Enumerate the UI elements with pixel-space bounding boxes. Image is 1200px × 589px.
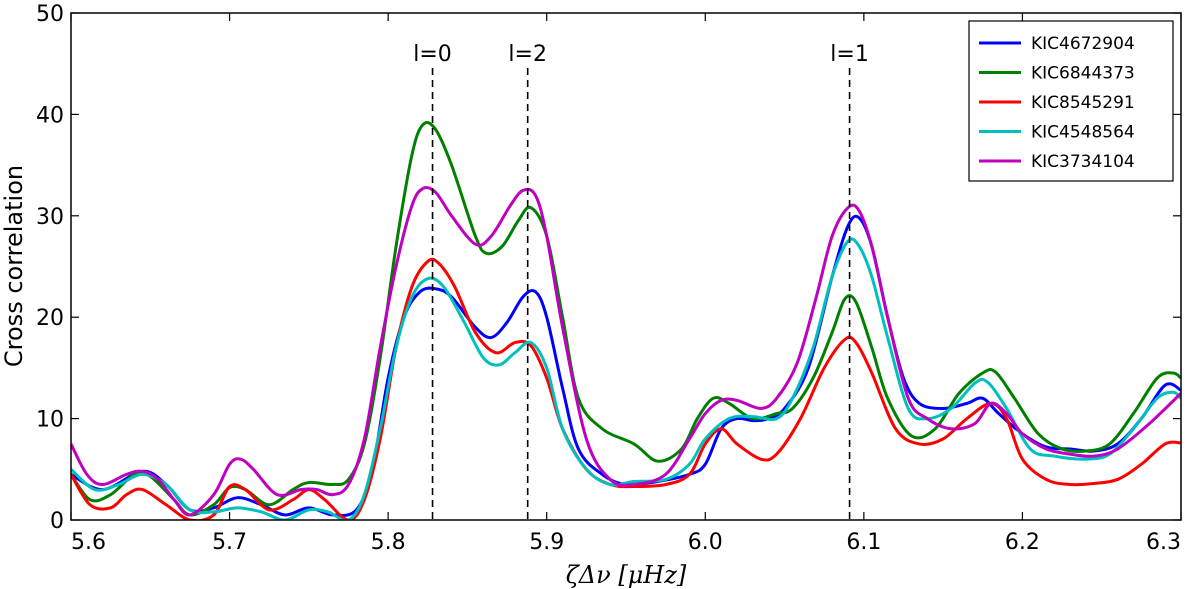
series-line-kic4672904 [71, 214, 1181, 517]
series-layer [71, 121, 1181, 520]
mode-label: l=0 [413, 42, 452, 67]
legend: KIC4672904 KIC6844373 KIC8545291 KIC4548564… [968, 20, 1174, 182]
y-tick-label: 0 [50, 509, 64, 534]
x-tick-label: 6.1 [846, 530, 881, 555]
legend-entry: KIC4672904 [1031, 34, 1135, 54]
y-tick-label: 40 [36, 103, 64, 128]
mode-label: l=1 [830, 42, 869, 67]
y-tick-label: 30 [36, 205, 64, 230]
y-axis-label: Cross correlation [0, 165, 28, 367]
legend-entry: KIC3734104 [1031, 152, 1135, 172]
y-tick-label: 10 [36, 408, 64, 433]
legend-entry: KIC8545291 [1031, 93, 1135, 113]
ticks-layer: 5.6 5.7 5.8 5.9 6.0 6.1 6.2 6.3 0 10 20 30 40 50 [36, 2, 1182, 555]
x-tick-label: 6.0 [688, 530, 723, 555]
mode-label: l=2 [508, 42, 547, 67]
x-axis-label: ζΔν [μHz] [566, 561, 687, 589]
y-tick-label: 50 [36, 2, 64, 27]
x-tick-label: 5.6 [71, 530, 106, 555]
y-tick-label: 20 [36, 306, 64, 331]
legend-entry: KIC4548564 [1031, 123, 1135, 143]
series-line-kic3734104 [71, 185, 1181, 517]
series-line-kic4548564 [71, 237, 1181, 520]
plot-frame [70, 12, 1182, 521]
x-tick-label: 6.3 [1146, 530, 1181, 555]
x-tick-label: 5.8 [371, 530, 406, 555]
x-tick-label: 5.7 [212, 530, 247, 555]
legend-entry: KIC6844373 [1031, 64, 1135, 84]
series-line-kic6844373 [71, 121, 1181, 517]
annotation-layer: l=0 l=2 l=1 [413, 42, 869, 520]
x-tick-label: 6.2 [1005, 530, 1040, 555]
x-tick-label: 5.9 [529, 530, 564, 555]
